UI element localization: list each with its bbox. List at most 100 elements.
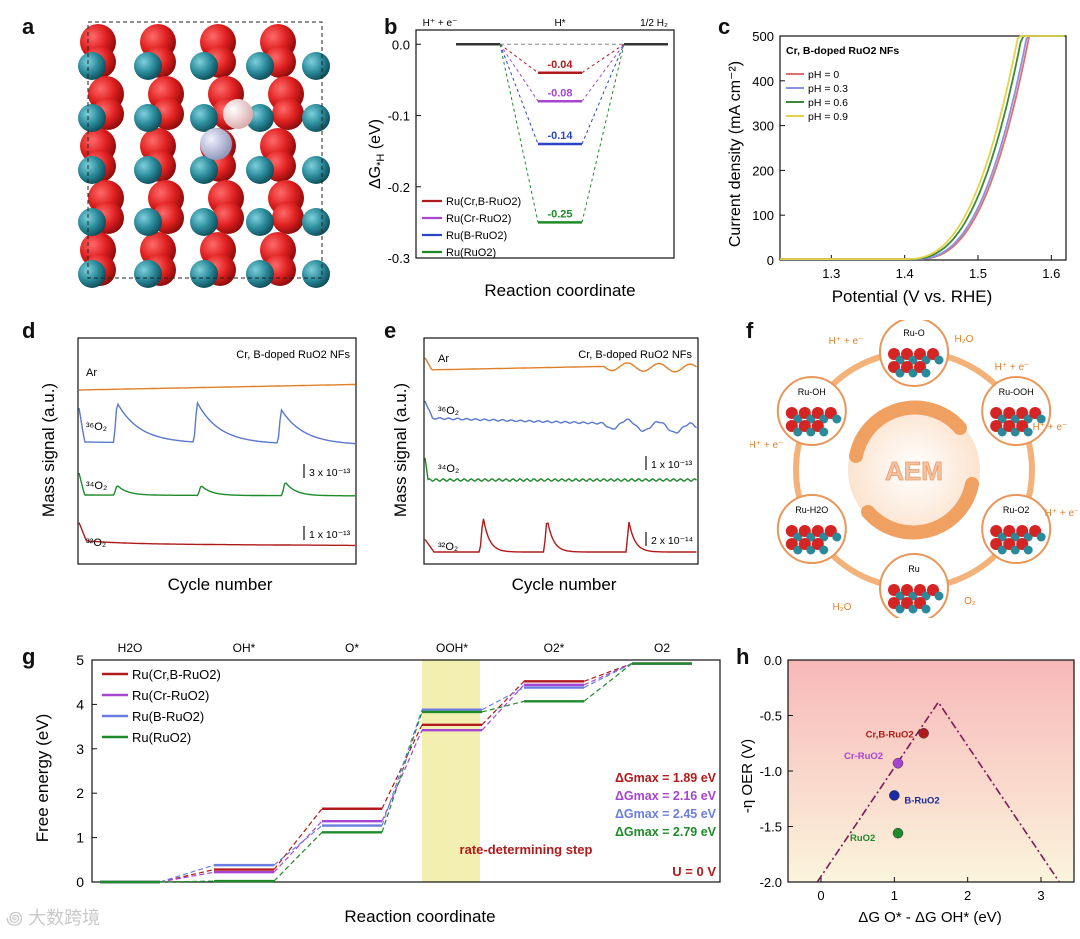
- f-ru-atom: [895, 355, 905, 365]
- f-ru-atom: [819, 532, 829, 542]
- b-legend-label: Ru(Cr,B-RuO2): [446, 196, 521, 208]
- f-intermediate-label: Ru-OOH: [999, 387, 1034, 397]
- f-step-label: H⁺ + e⁻: [1033, 422, 1068, 433]
- f-step-label: H⁺ + e⁻: [750, 440, 783, 451]
- h-xtick-label: 1: [891, 888, 898, 903]
- oxygen-atom: [272, 98, 304, 130]
- f-ru-atom: [934, 591, 944, 601]
- h-ytick-label: -1.5: [760, 820, 782, 835]
- e-frame-axes: [423, 337, 699, 565]
- b-top-label: H*: [554, 18, 565, 29]
- g-legend-label: Ru(B-RuO2): [132, 709, 204, 724]
- f-step-label: O₂: [964, 596, 976, 607]
- f-ru-atom: [1010, 545, 1020, 555]
- b-value-label: -0.04: [547, 59, 573, 71]
- panel-label-h: h: [736, 644, 750, 669]
- panel-label-e: e: [384, 318, 397, 343]
- c-xtick-label: 1.6: [1042, 266, 1060, 281]
- e-frame-title: Cr, B-doped RuO2 NFs: [578, 349, 692, 361]
- panel-label-a: a: [22, 14, 35, 39]
- f-ru-atom: [832, 532, 842, 542]
- g-connector: [273, 820, 323, 873]
- ruthenium-atom: [78, 104, 106, 132]
- ruthenium-atom: [134, 208, 162, 236]
- c-series-3: [780, 35, 1065, 261]
- f-step-label: H⁺ + e⁻: [1045, 508, 1078, 519]
- b-connector: [499, 43, 539, 74]
- f-ru-atom: [819, 427, 829, 437]
- g-step-label: OOH*: [436, 641, 468, 655]
- c-legend-label: pH = 0.6: [808, 97, 848, 109]
- h-ytick-label: 0.0: [764, 653, 782, 668]
- c-xtick-label: 1.5: [969, 266, 987, 281]
- atomic-structure-image: [78, 21, 330, 288]
- b-ylabel: ΔG*H (eV): [367, 119, 387, 189]
- chart-h: 0.0 -0.5 -1.0 -1.5 -2.0 0 1 2 3 Cr,B-RuO2 Cr-RuO2 B…: [739, 653, 1075, 926]
- e-frame-trace-2: [424, 457, 697, 483]
- d-frame-trace-2: [78, 472, 355, 497]
- c-legend-label: pH = 0.3: [808, 83, 848, 95]
- f-ru-atom: [921, 368, 931, 378]
- f-step-label: H₂O: [955, 334, 974, 345]
- h-ytick-label: -1.0: [760, 764, 782, 779]
- d-frame-scale-label: 1 x 10⁻¹³: [309, 529, 351, 541]
- d-frame-axes: [77, 337, 357, 565]
- g-connector: [481, 680, 525, 726]
- g-connector: [159, 880, 215, 883]
- b-value-label: -0.14: [547, 130, 573, 142]
- g-connector: [159, 864, 215, 883]
- f-ru-atom: [819, 545, 829, 555]
- ruthenium-atom: [246, 52, 274, 80]
- ruthenium-atom: [134, 156, 162, 184]
- f-ru-atom: [1023, 532, 1033, 542]
- f-intermediate-label: Ru-OH: [798, 387, 826, 397]
- d-xlabel: Cycle number: [168, 575, 273, 594]
- g-rds-label: rate-determining step: [460, 842, 593, 857]
- ruthenium-atom: [78, 260, 106, 288]
- f-ru-atom: [806, 545, 816, 555]
- d-frame-series-label: ³⁶O₂: [86, 421, 107, 433]
- f-intermediate-label: Ru-O: [903, 328, 925, 338]
- chart-c: 0 100 200 300 400 500 1.3 1.4 1.5 1.6 pH = 0 pH = …: [727, 29, 1067, 306]
- e-frame-series-label: ³⁴O₂: [438, 463, 459, 475]
- f-ru-atom: [921, 591, 931, 601]
- watermark: ꩜ 大数跨境: [6, 908, 101, 928]
- h-xlabel: ΔG O* - ΔG OH* (eV): [858, 909, 1001, 926]
- f-ru-atom: [1010, 414, 1020, 424]
- b-connector: [581, 44, 625, 223]
- panel-label-b: b: [384, 14, 398, 39]
- g-dgmax-label: ΔGmax = 2.45 eV: [615, 807, 717, 821]
- ruthenium-atom: [302, 104, 330, 132]
- f-ru-atom: [908, 368, 918, 378]
- b-legend-label: Ru(B-RuO2): [446, 230, 507, 242]
- f-center-glow: [848, 404, 980, 536]
- ruthenium-atom: [78, 156, 106, 184]
- c-axes: [779, 35, 1067, 261]
- c-xtick-label: 1.4: [896, 266, 914, 281]
- ruthenium-atom: [134, 52, 162, 80]
- g-ytick-label: 4: [76, 696, 84, 712]
- f-intermediate-label: Ru-O2: [1003, 505, 1030, 515]
- chart-e: Cr, B-doped RuO2 NFs Ar ³⁶O₂ 1 x 10⁻¹³ ³⁴O₂ 2…: [391, 330, 699, 594]
- b-connector: [499, 44, 539, 145]
- f-ru-atom: [806, 427, 816, 437]
- c-ylabel: Current density (mA cm⁻²): [727, 61, 744, 247]
- g-legend-label: Ru(Cr-RuO2): [132, 688, 209, 703]
- ruthenium-atom: [246, 156, 274, 184]
- ruthenium-atom: [246, 104, 274, 132]
- f-ru-atom: [793, 532, 803, 542]
- c-ytick-label: 0: [767, 253, 774, 268]
- f-ru-atom: [806, 532, 816, 542]
- f-ru-atom: [1010, 532, 1020, 542]
- g-ytick-label: 0: [76, 874, 84, 890]
- c-legend-label: pH = 0: [808, 69, 839, 81]
- h-point-label: Cr,B-RuO2: [866, 729, 914, 740]
- b-ytick-label: -0.3: [388, 251, 410, 266]
- f-ru-atom: [793, 414, 803, 424]
- g-ytick-label: 3: [76, 741, 84, 757]
- ruthenium-atom: [78, 208, 106, 236]
- h-ytick-label: -2.0: [760, 875, 782, 890]
- f-ru-atom: [1023, 545, 1033, 555]
- g-connector: [481, 700, 525, 713]
- g-connector: [481, 684, 525, 731]
